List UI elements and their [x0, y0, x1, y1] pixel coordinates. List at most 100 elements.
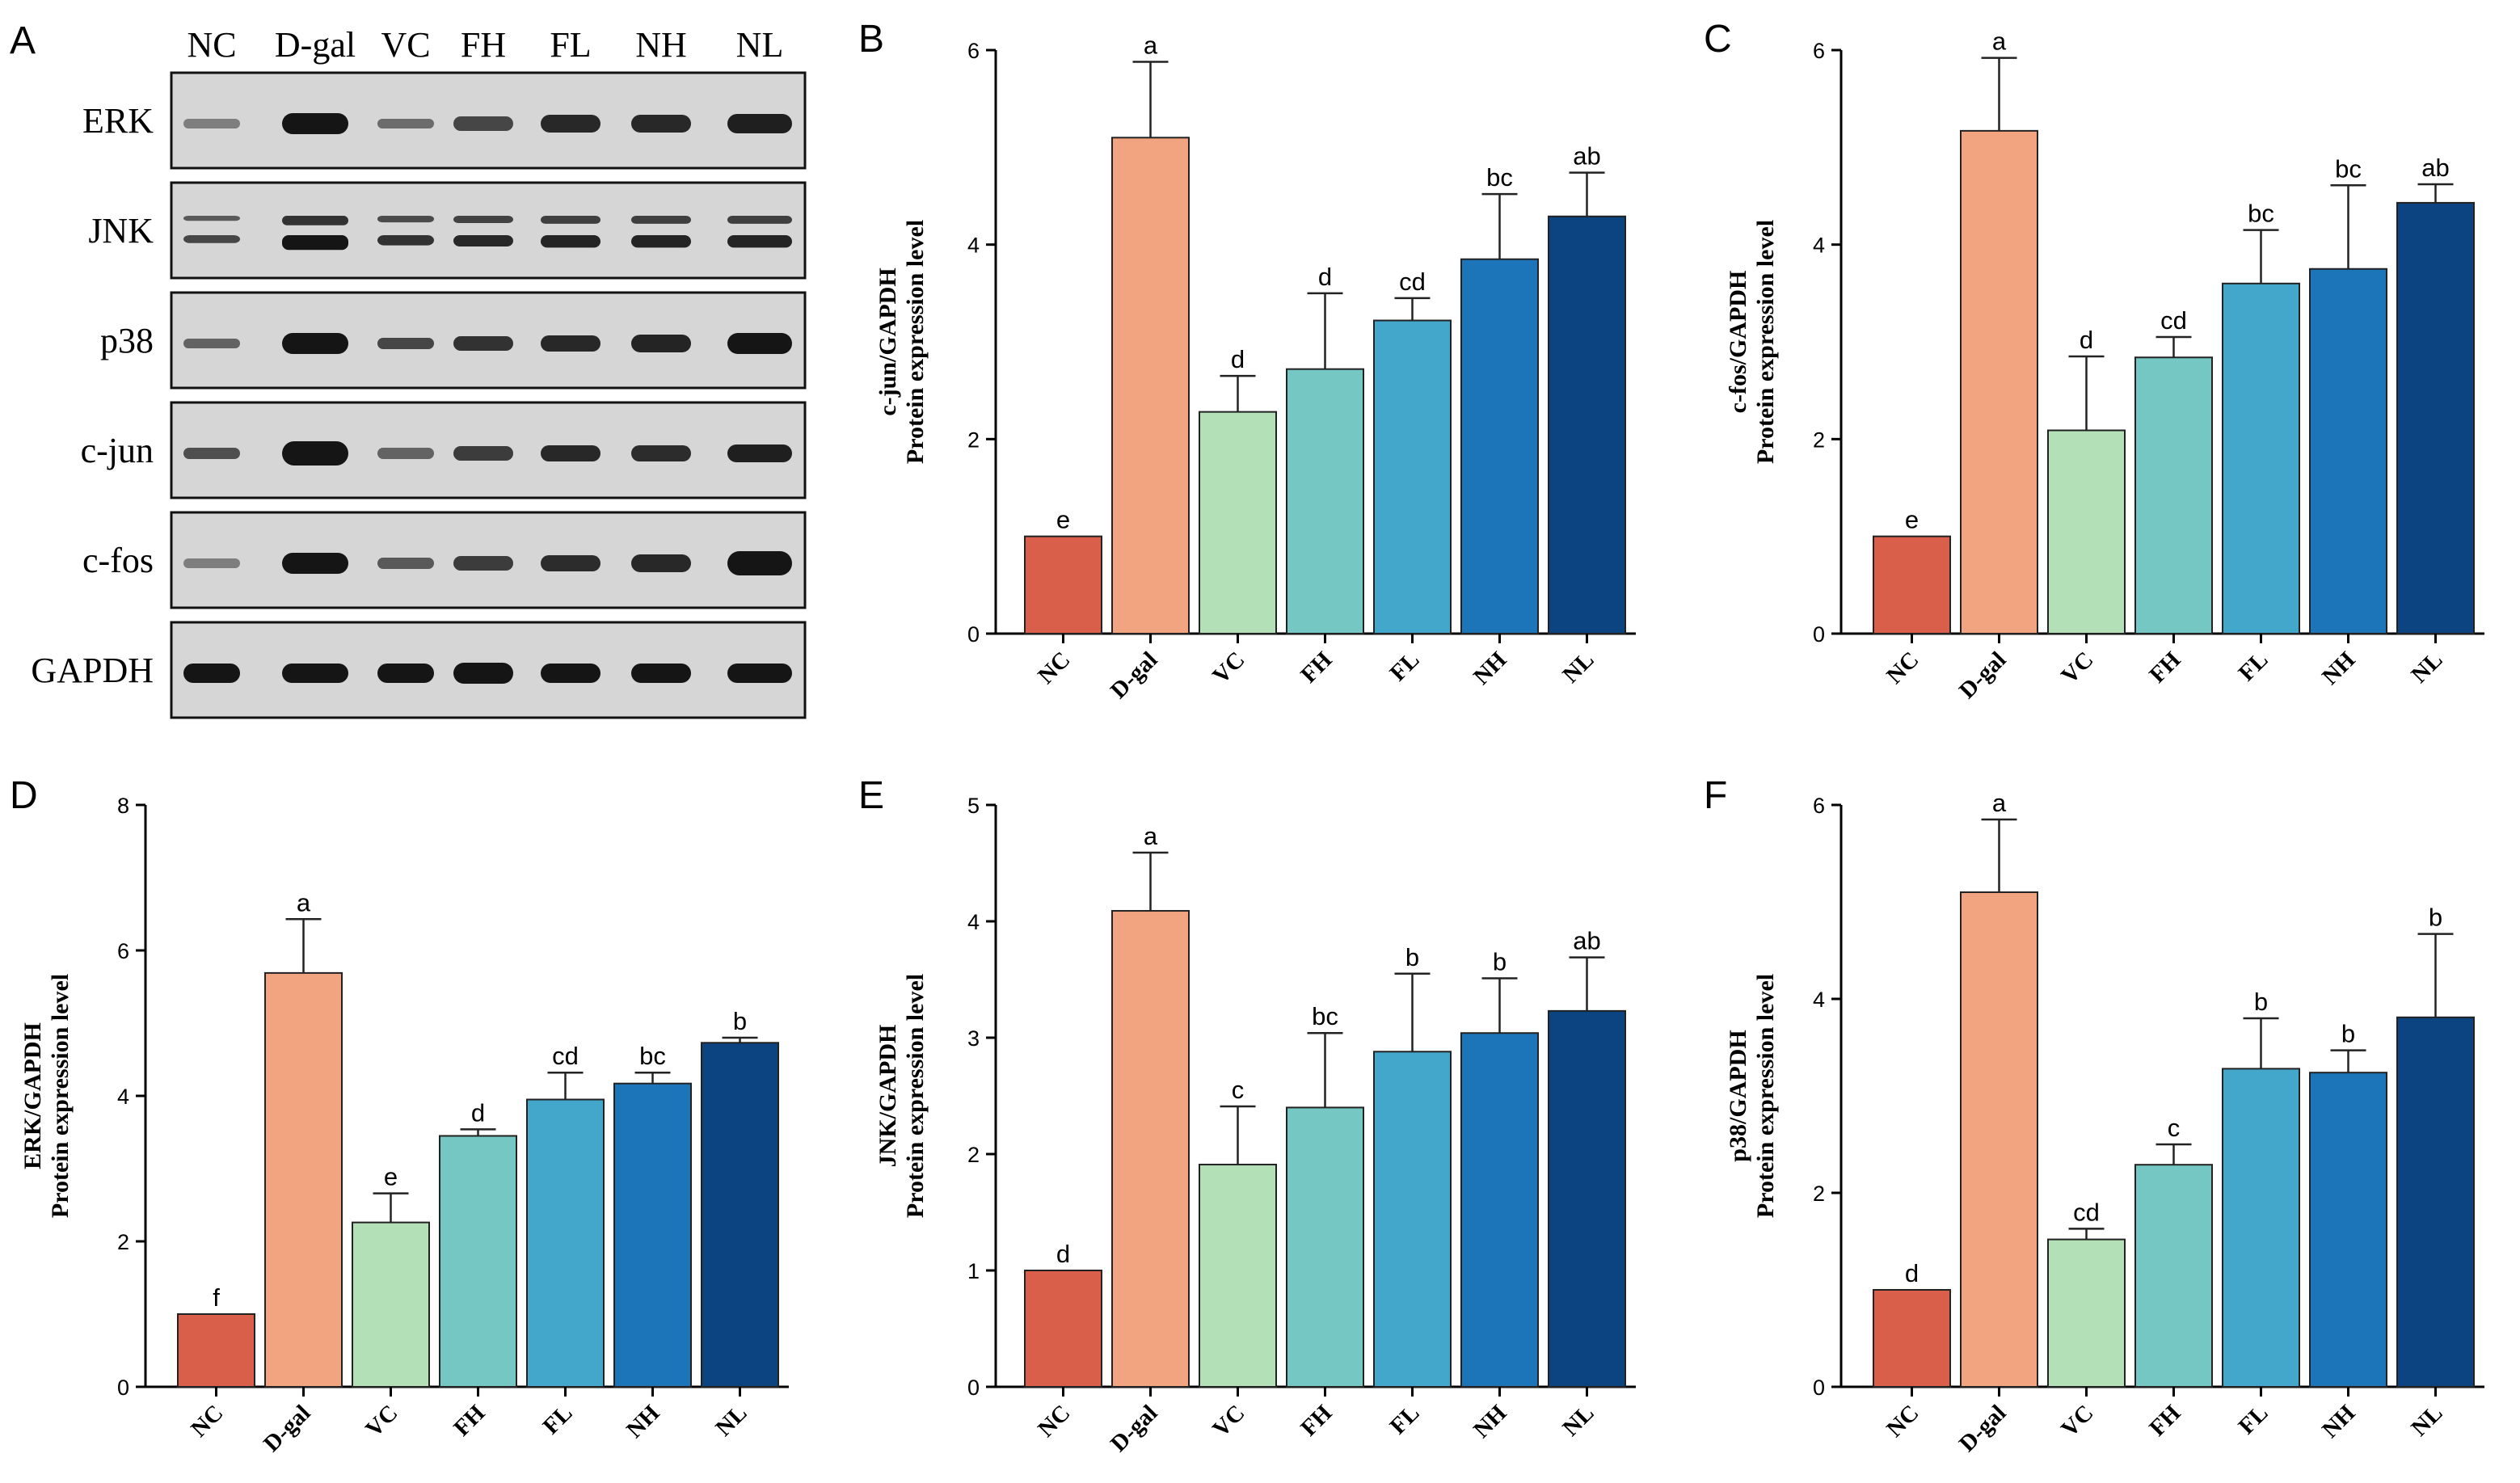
- significance-letter: e: [384, 1163, 398, 1191]
- band-jnk-upper: [183, 216, 240, 221]
- significance-letter: ab: [1573, 927, 1600, 955]
- x-tick-label: NL: [710, 1400, 752, 1441]
- x-tick-label: D-gal: [1106, 647, 1162, 703]
- x-tick-label: NL: [2406, 1400, 2447, 1441]
- x-tick-label: NL: [1557, 1400, 1599, 1441]
- x-tick-label: D-gal: [259, 1400, 315, 1456]
- bar-fl: [2222, 1068, 2300, 1388]
- significance-letter: a: [1992, 27, 2007, 56]
- band-erk: [727, 114, 792, 133]
- significance-letter: b: [2341, 1020, 2355, 1048]
- y-tick-label: 4: [967, 234, 980, 258]
- bar-nl: [701, 1042, 779, 1388]
- significance-letter: bc: [2248, 200, 2274, 228]
- y-tick-label: 2: [1813, 1182, 1825, 1206]
- bar-nc: [1024, 535, 1102, 635]
- x-tick-label: FH: [1296, 1400, 1337, 1441]
- band-gapdh: [631, 664, 691, 683]
- bar-fl: [2222, 282, 2300, 634]
- protein-label-p38: p38: [100, 321, 154, 360]
- significance-letter: d: [2080, 326, 2093, 354]
- significance-letter: b: [733, 1007, 747, 1035]
- band-c-jun: [631, 445, 691, 461]
- significance-letter: ab: [2421, 154, 2449, 182]
- x-tick-label: VC: [2056, 647, 2098, 689]
- bar-nh: [2309, 268, 2387, 634]
- significance-letter: d: [1318, 263, 1332, 291]
- x-tick-label: NH: [1469, 1400, 1512, 1443]
- band-c-fos: [377, 558, 434, 569]
- band-gapdh: [282, 664, 348, 683]
- significance-letter: c: [2168, 1114, 2181, 1142]
- y-tick-label: 0: [117, 1376, 129, 1400]
- significance-letter: d: [1056, 1240, 1070, 1268]
- bar-vc: [1199, 411, 1277, 634]
- bar-d-gal: [1111, 910, 1190, 1388]
- significance-letter: a: [1144, 31, 1158, 59]
- band-c-jun: [183, 448, 240, 459]
- significance-letter: a: [297, 888, 311, 916]
- y-axis-label-secondary: Protein expression level: [902, 974, 929, 1218]
- band-jnk-lower: [727, 235, 792, 248]
- x-tick-label: FL: [2234, 1400, 2273, 1439]
- bar-vc: [2047, 1238, 2126, 1388]
- y-tick-label: 8: [117, 794, 129, 818]
- western-blot-panel: A NC D-gal VC FH FL NH NL ERK JNK p38 c-jun c-fos GAP…: [10, 19, 807, 719]
- band-c-jun: [453, 446, 513, 461]
- bar-fh: [1286, 1106, 1364, 1388]
- band-p38: [282, 333, 348, 354]
- band-gapdh: [183, 664, 240, 683]
- significance-letter: ab: [1573, 142, 1600, 171]
- x-tick-label: FH: [1296, 647, 1337, 688]
- band-jnk-upper: [727, 216, 792, 224]
- bar-nl: [1548, 215, 1626, 634]
- band-jnk-lower: [377, 235, 434, 246]
- band-p38: [377, 338, 434, 349]
- protein-label-gapdh: GAPDH: [31, 651, 154, 690]
- lane-label-nh: NH: [635, 25, 687, 65]
- y-tick-label: 0: [967, 622, 980, 647]
- protein-label-c-jun: c-jun: [81, 431, 154, 470]
- bar-nc: [1873, 535, 1951, 635]
- bar-d-gal: [264, 971, 343, 1388]
- x-tick-label: NL: [2406, 647, 2447, 688]
- significance-letter: bc: [1486, 163, 1513, 192]
- bar-vc: [2047, 429, 2126, 635]
- band-p38: [453, 336, 513, 351]
- y-axis-label: p38/GAPDH: [1725, 1030, 1751, 1161]
- band-c-jun: [541, 445, 601, 461]
- y-tick-label: 1: [967, 1259, 980, 1283]
- y-tick-label: 4: [117, 1085, 129, 1109]
- band-jnk-upper: [453, 216, 513, 223]
- significance-letter: cd: [2160, 306, 2187, 335]
- band-c-fos: [541, 555, 601, 571]
- lane-label-nl: NL: [736, 25, 784, 65]
- x-tick-label: VC: [1207, 647, 1249, 689]
- x-tick-label: NC: [1033, 647, 1075, 689]
- significance-letter: e: [1056, 506, 1070, 534]
- significance-letter: b: [1493, 948, 1507, 976]
- band-p38: [183, 339, 240, 348]
- x-tick-label: NC: [1033, 1400, 1075, 1442]
- bar-d-gal: [1960, 129, 2038, 635]
- x-tick-label: D-gal: [1106, 1400, 1162, 1456]
- bar-vc: [1199, 1163, 1277, 1388]
- significance-letter: b: [2429, 904, 2442, 932]
- chart-panel-f: F 0 2 4 6 p38/GAPDH Protein expression level d N…: [1704, 774, 2484, 1457]
- significance-letter: b: [2254, 988, 2268, 1016]
- band-jnk-upper: [631, 216, 691, 224]
- y-tick-label: 0: [967, 1376, 980, 1400]
- panel-letter-b: B: [858, 18, 884, 61]
- y-tick-label: 4: [967, 910, 980, 934]
- band-jnk-upper: [541, 216, 601, 224]
- significance-letter: b: [1405, 943, 1419, 971]
- significance-letter: f: [213, 1283, 220, 1312]
- y-axis-label: ERK/GAPDH: [19, 1022, 46, 1169]
- band-jnk-lower: [631, 235, 691, 248]
- band-erk: [631, 115, 691, 133]
- y-tick-label: 6: [117, 939, 129, 963]
- band-c-jun: [727, 444, 792, 462]
- y-tick-label: 2: [117, 1230, 129, 1254]
